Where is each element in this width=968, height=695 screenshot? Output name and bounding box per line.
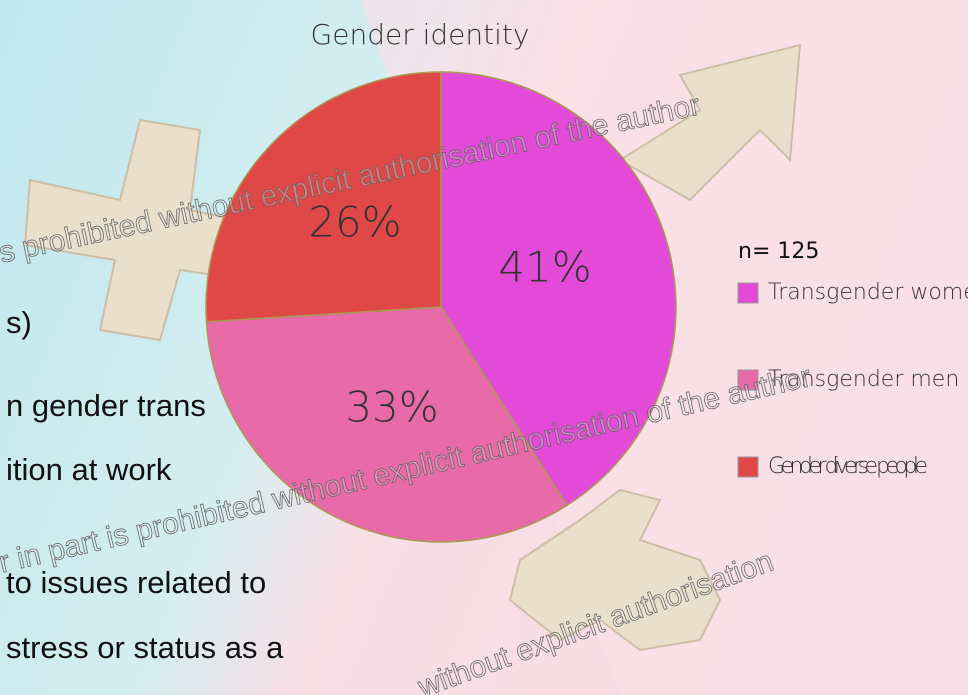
legend-swatch [738,283,758,303]
sample-size: n= 125 [738,239,819,264]
bullet-text: s) [6,305,32,340]
legend-label: Gender diverse people [768,454,928,479]
legend-swatch [738,457,758,477]
bullet-text: n gender trans [6,388,206,423]
slide: s) n gender trans ition at work to issues r… [0,0,968,695]
slice-label: 26% [308,198,401,247]
slice-label: 33% [345,383,438,432]
bullet-text: ition at work [6,452,172,487]
bullet-text: stress or status as a [6,630,284,665]
slice-label: 41% [498,243,591,292]
legend-label: Transgender women [768,280,968,305]
chart-title: Gender identity [311,18,530,51]
bullet-text: to issues related to [6,565,266,600]
